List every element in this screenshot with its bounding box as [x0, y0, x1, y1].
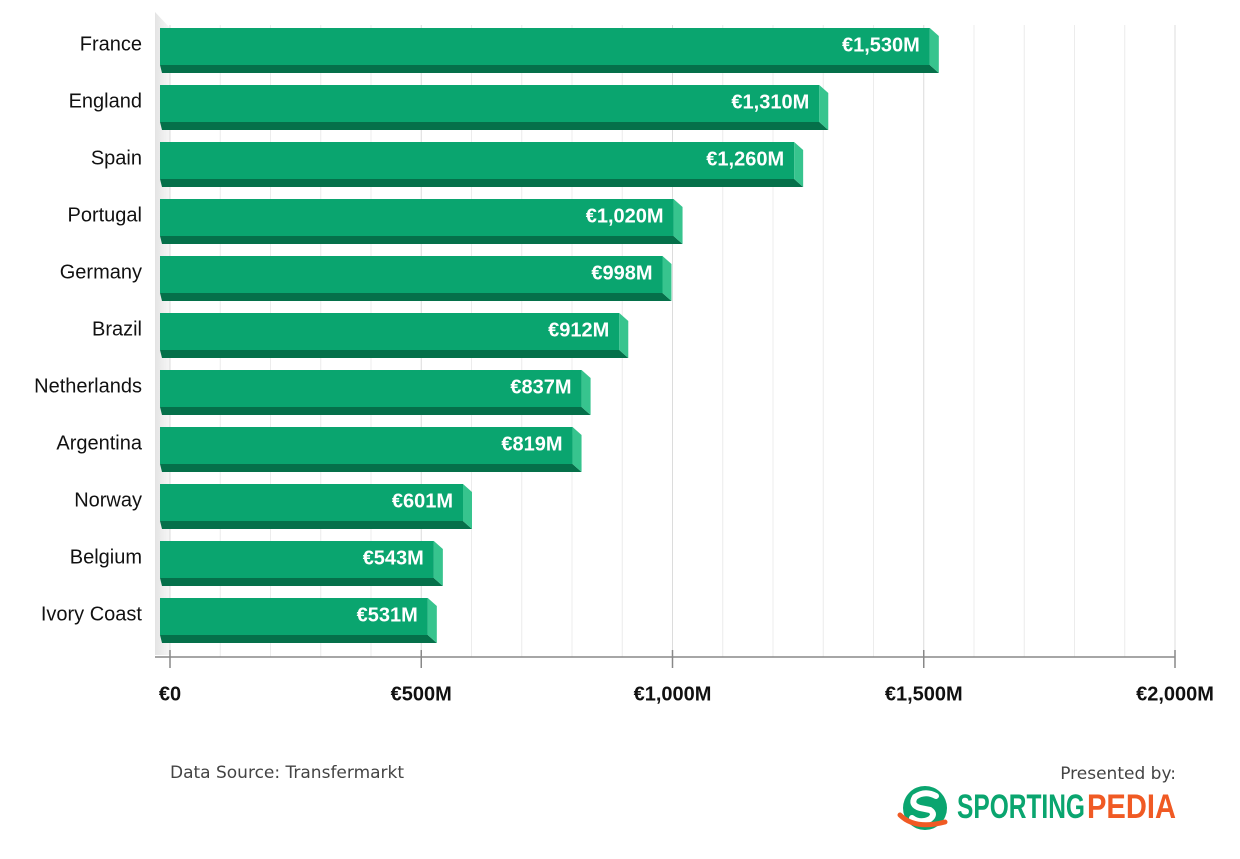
value-label: €837M	[510, 376, 571, 398]
credit: Presented by:	[1060, 764, 1176, 784]
bar-side	[433, 541, 443, 586]
value-label: €531M	[357, 604, 418, 626]
x-tick-label: €1,500M	[885, 683, 963, 705]
value-label: €1,530M	[842, 34, 920, 56]
bar	[160, 28, 930, 65]
bar-side	[794, 142, 804, 187]
bar	[160, 427, 573, 464]
bar-side	[929, 28, 939, 73]
x-axis: €0 €500M €1,000M €1,500M €2,000M	[159, 650, 1214, 705]
logo-text-2: PEDIA	[1087, 788, 1176, 826]
bar-bottom	[160, 122, 829, 130]
logo-s	[909, 790, 939, 825]
bar-bottom	[160, 464, 582, 472]
bar	[160, 484, 464, 521]
bar-side	[662, 256, 672, 301]
bar	[160, 199, 674, 236]
logo-text-1: SPORTING	[957, 788, 1085, 826]
bars: €1,530M France €1,310M England €1,260M Spain €…	[34, 28, 939, 643]
bar-bottom	[160, 293, 672, 301]
y-tick-label: Norway	[74, 489, 142, 511]
bar-bottom	[160, 65, 939, 73]
value-label: €1,310M	[731, 91, 809, 113]
bar-side	[819, 85, 829, 130]
value-label: €601M	[392, 490, 453, 512]
logo: SPORTING PEDIA	[897, 786, 1176, 830]
source: Data Source: Transfermarkt	[170, 763, 404, 783]
bar	[160, 541, 434, 578]
bar	[160, 142, 795, 179]
bar-side	[427, 598, 437, 643]
x-tick-label: €1,000M	[634, 683, 712, 705]
y-tick-label: Germany	[60, 261, 142, 283]
bar	[160, 370, 582, 407]
y-tick-label: Brazil	[92, 318, 142, 340]
y-tick-label: England	[69, 90, 142, 112]
value-label: €1,260M	[706, 148, 784, 170]
bar	[160, 85, 820, 122]
bar-side	[581, 370, 591, 415]
x-tick-label: €2,000M	[1136, 683, 1214, 705]
y-tick-label: Spain	[91, 147, 142, 169]
bar	[160, 598, 428, 635]
y-tick-label: Ivory Coast	[41, 603, 143, 625]
y-tick-label: Netherlands	[34, 375, 142, 397]
x-tick-label: €500M	[391, 683, 452, 705]
y-tick-label: Portugal	[68, 204, 143, 226]
bar	[160, 313, 620, 350]
value-label: €543M	[363, 547, 424, 569]
logo-swoosh	[897, 812, 948, 828]
bar-side	[673, 199, 683, 244]
bar-bottom	[160, 635, 437, 643]
y-tick-label: France	[80, 33, 142, 55]
y-tick-label: Argentina	[56, 432, 142, 454]
bar-bottom	[160, 179, 804, 187]
value-label: €998M	[591, 262, 652, 284]
bar-bottom	[160, 407, 591, 415]
value-label: €819M	[501, 433, 562, 455]
bar-bottom	[160, 350, 629, 358]
y-tick-label: Belgium	[70, 546, 142, 568]
x-tick-label: €0	[159, 683, 181, 705]
bar-bottom	[160, 521, 473, 529]
bar-bottom	[160, 578, 443, 586]
value-label: €1,020M	[586, 205, 664, 227]
bar-bottom	[160, 236, 683, 244]
bar-side	[463, 484, 473, 529]
value-label: €912M	[548, 319, 609, 341]
bar	[160, 256, 663, 293]
bar-side	[619, 313, 629, 358]
bar-side	[572, 427, 582, 472]
